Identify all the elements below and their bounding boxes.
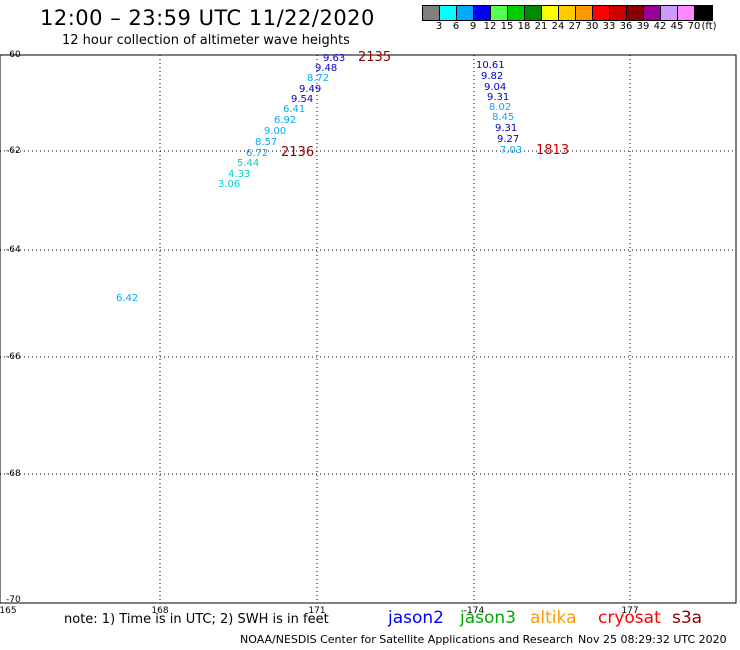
longitude-label: 165 xyxy=(0,606,17,616)
color-tick-label: 27 xyxy=(568,21,582,32)
wave-height-value: 8.72 xyxy=(307,73,330,84)
wave-height-value: 10.61 xyxy=(476,60,505,71)
wave-height-value: 9.31 xyxy=(487,92,510,103)
color-tick-label: 24 xyxy=(551,21,565,32)
satellite-name-altika: altika xyxy=(530,608,577,628)
color-tick-label: 42 xyxy=(653,21,667,32)
color-legend-bar xyxy=(422,5,713,21)
color-swatch xyxy=(525,6,542,20)
graticule xyxy=(0,55,736,603)
longitude-label: 177 xyxy=(621,606,639,616)
wave-height-value: 3.06 xyxy=(218,179,241,190)
wave-height-value: 9.04 xyxy=(484,82,507,93)
latitude-label: -64 xyxy=(6,245,21,255)
wave-height-value: 6.72 xyxy=(246,148,269,159)
pass-time-label: 1813 xyxy=(536,143,570,158)
wave-height-value: 6.41 xyxy=(283,104,306,115)
latitude-label: -62 xyxy=(6,146,21,156)
color-tick-label: 6 xyxy=(452,21,460,32)
color-swatch xyxy=(678,6,695,20)
color-tick-label: 9 xyxy=(469,21,477,32)
color-swatch xyxy=(695,6,712,20)
color-swatch xyxy=(508,6,525,20)
pass-time-label: 2135 xyxy=(358,50,392,65)
color-swatch xyxy=(457,6,474,20)
wave-height-value: 9.27 xyxy=(497,134,520,145)
color-tick-label: 70 xyxy=(687,21,701,32)
satellite-name-s3a: s3a xyxy=(672,608,703,628)
wave-height-value: 9.00 xyxy=(264,126,287,137)
color-swatch xyxy=(559,6,576,20)
color-tick-label: 30 xyxy=(585,21,599,32)
color-swatch xyxy=(491,6,508,20)
wave-height-value: 9.49 xyxy=(299,84,322,95)
credit-line: NOAA/NESDIS Center for Satellite Applica… xyxy=(240,633,574,646)
color-swatch xyxy=(576,6,593,20)
color-swatch xyxy=(474,6,491,20)
wave-height-value: 8.02 xyxy=(489,102,512,113)
color-tick-label: (ft) xyxy=(701,21,717,32)
color-swatch xyxy=(423,6,440,20)
satellite-name-jason2: jason2 xyxy=(388,608,444,628)
satellite-name-jason3: jason3 xyxy=(460,608,516,628)
latitude-label: -68 xyxy=(6,469,21,479)
satellite-name-cryosat: cryosat xyxy=(598,608,661,628)
color-swatch xyxy=(610,6,627,20)
longitude-label: -174 xyxy=(463,606,485,616)
color-swatch xyxy=(644,6,661,20)
longitude-label: 171 xyxy=(308,606,326,616)
color-swatch xyxy=(627,6,644,20)
color-tick-label: 3 xyxy=(435,21,443,32)
color-tick-label: 39 xyxy=(636,21,650,32)
wave-height-value: 9.54 xyxy=(291,94,314,105)
wave-height-value: 9.82 xyxy=(481,71,504,82)
map-subtitle: 12 hour collection of altimeter wave hei… xyxy=(62,33,350,48)
map-frame xyxy=(0,54,737,604)
color-swatch xyxy=(440,6,457,20)
wave-height-value: 9.63 xyxy=(323,53,346,64)
latitude-label: -60 xyxy=(6,50,21,60)
color-tick-label: 18 xyxy=(517,21,531,32)
wave-height-value: 6.92 xyxy=(274,115,297,126)
footer-note: note: 1) Time is in UTC; 2) SWH is in fe… xyxy=(64,612,329,627)
latitude-label: -70 xyxy=(6,595,21,605)
color-swatch xyxy=(542,6,559,20)
color-tick-label: 15 xyxy=(500,21,514,32)
wave-height-value: 8.45 xyxy=(492,112,515,123)
color-tick-label: 12 xyxy=(483,21,497,32)
color-tick-label: 36 xyxy=(619,21,633,32)
wave-height-value: 4.33 xyxy=(228,169,251,180)
color-swatch xyxy=(661,6,678,20)
color-tick-label: 33 xyxy=(602,21,616,32)
wave-height-value: 8.57 xyxy=(255,137,278,148)
color-tick-label: 21 xyxy=(534,21,548,32)
generated-timestamp: Nov 25 08:29:32 UTC 2020 xyxy=(578,633,727,646)
wave-height-value: 7.03 xyxy=(500,145,523,156)
wave-height-value: 9.48 xyxy=(315,63,338,74)
wave-height-value: 9.31 xyxy=(495,123,518,134)
longitude-label: 168 xyxy=(151,606,169,616)
pass-time-label: 2136 xyxy=(281,145,315,160)
color-swatch xyxy=(593,6,610,20)
wave-height-isolated: 6.42 xyxy=(116,293,139,304)
latitude-label: -66 xyxy=(6,352,21,362)
wave-height-value: 5.44 xyxy=(237,158,260,169)
color-tick-label: 45 xyxy=(670,21,684,32)
map-title: 12:00 – 23:59 UTC 11/22/2020 xyxy=(40,6,375,30)
